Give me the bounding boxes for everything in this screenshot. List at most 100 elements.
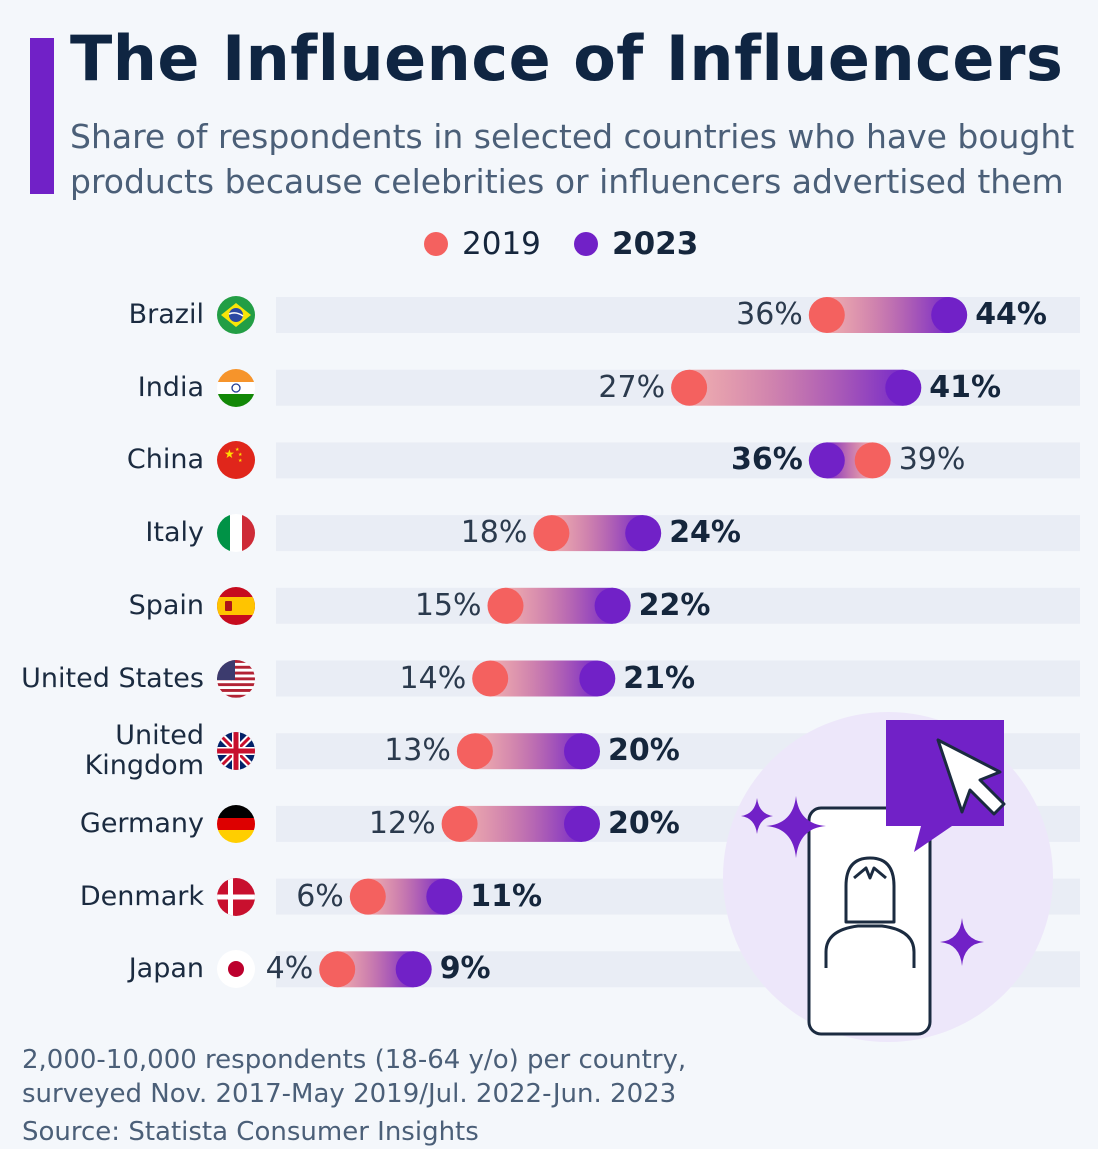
value-label-2023-united-kingdom: 20%: [608, 733, 680, 769]
source-note: Source: Statista Consumer Insights: [22, 1117, 479, 1147]
dot-2023-italy: [625, 515, 662, 552]
category-label-japan: Japan: [129, 954, 204, 984]
category-label-line: United: [115, 720, 204, 752]
person-icon: [824, 856, 916, 968]
value-label-2023-germany: 20%: [608, 805, 680, 841]
track-united-states: [276, 660, 1080, 697]
japan-flag-icon: [217, 950, 255, 989]
category-label-line: Denmark: [79, 880, 204, 912]
value-label-2019-india: 27%: [598, 369, 666, 405]
dot-2023-denmark: [426, 878, 463, 915]
legend-dot-2023: [574, 232, 598, 256]
dot-2023-spain: [594, 587, 631, 624]
page-title: The Influence of Influencers: [70, 22, 1064, 95]
category-label-spain: Spain: [128, 589, 204, 621]
dot-2023-china: [808, 442, 845, 479]
denmark-flag-icon: [217, 877, 255, 916]
germany-flag-icon: [217, 804, 255, 843]
category-label-line: China: [126, 444, 204, 476]
dot-2019-india: [671, 369, 708, 406]
track-spain: [276, 587, 1080, 624]
value-label-2023-china: 36%: [731, 442, 803, 478]
china-flag-icon: ★ ★ ★ ★: [217, 441, 255, 480]
value-label-2019-japan: 4%: [265, 951, 314, 987]
dot-2019-spain: [487, 587, 524, 624]
value-label-2019-germany: 12%: [368, 805, 436, 841]
cursor-icon: [936, 738, 1006, 816]
spain-flag-icon: [217, 586, 255, 625]
value-label-2023-united-states: 21%: [623, 660, 696, 696]
dot-2019-united-kingdom: [456, 733, 493, 770]
dot-2019-japan: [319, 951, 356, 988]
category-label-line: United States: [21, 662, 204, 694]
dot-2019-brazil: [808, 297, 845, 333]
value-label-2023-india: 41%: [929, 369, 1002, 405]
legend-dot-2019: [424, 232, 448, 256]
dot-2019-denmark: [349, 878, 386, 915]
category-label-line: Spain: [128, 589, 204, 621]
dot-2019-united-states: [472, 660, 509, 697]
legend-item-2023: 2023: [574, 226, 698, 262]
legend-label-2019: 2019: [462, 226, 541, 262]
category-label-line: Italy: [145, 517, 204, 549]
category-label-line: Brazil: [128, 299, 204, 330]
value-label-2023-brazil: 44%: [975, 297, 1047, 332]
dot-2023-united-states: [579, 660, 616, 697]
category-label-germany: Germany: [79, 807, 204, 839]
value-label-2019-china: 39%: [898, 442, 966, 478]
dot-2019-italy: [533, 515, 570, 552]
category-label-line: Japan: [128, 953, 204, 985]
legend: 2019 2023: [0, 226, 1098, 266]
marks-layer: [319, 297, 968, 988]
dot-2023-india: [885, 369, 922, 406]
value-label-2019-italy: 18%: [460, 515, 528, 551]
category-label-brazil: Brazil: [129, 300, 204, 330]
svg-text:★: ★: [238, 458, 243, 464]
survey-note: 2,000-10,000 respondents (18-64 y/o) per…: [22, 1045, 687, 1109]
dot-2023-united-kingdom: [564, 733, 600, 770]
track-italy: [276, 515, 1080, 552]
sparkle-small-icon: [741, 798, 773, 834]
category-label-denmark: Denmark: [79, 880, 204, 912]
category-label-united-kingdom: United Kingdom: [85, 721, 204, 781]
category-label-line: Kingdom: [84, 750, 204, 782]
india-flag-icon: [217, 368, 255, 407]
dot-2023-brazil: [931, 297, 968, 333]
influencer-phone-illustration: [723, 712, 1053, 1042]
value-label-2023-spain: 22%: [638, 587, 711, 623]
category-label-italy: Italy: [145, 518, 204, 548]
uk-flag-icon: [217, 732, 255, 771]
value-label-2019-united-kingdom: 13%: [384, 733, 451, 769]
italy-flag-icon: [217, 514, 255, 553]
speech-bubble-icon: [886, 720, 1004, 852]
svg-text:★: ★: [238, 452, 243, 458]
svg-text:★: ★: [235, 447, 240, 453]
legend-label-2023: 2023: [612, 226, 699, 262]
us-flag-icon: [217, 659, 255, 698]
dot-2023-japan: [395, 951, 432, 988]
title-accent-bar: [30, 38, 54, 194]
value-label-2019-brazil: 36%: [736, 297, 803, 332]
legend-item-2019: 2019: [424, 226, 541, 262]
connector-india: [689, 369, 904, 406]
track-china: [276, 442, 1080, 479]
category-label-line: Germany: [79, 807, 204, 839]
sparkle-icon: [766, 796, 826, 858]
dot-2019-germany: [441, 805, 478, 842]
connector-germany: [459, 805, 582, 842]
value-label-2019-denmark: 6%: [296, 878, 344, 914]
svg-text:★: ★: [224, 447, 235, 461]
value-label-2023-italy: 24%: [669, 515, 741, 551]
brazil-flag-icon: [217, 296, 255, 334]
category-label-india: India: [137, 371, 204, 403]
category-label-china: China: [127, 445, 204, 475]
sparkle-icon: [940, 918, 984, 966]
value-label-2023-japan: 9%: [439, 951, 491, 987]
category-label-united-states: United States: [21, 662, 204, 694]
category-label-line: India: [137, 371, 204, 403]
value-label-2019-united-states: 14%: [399, 660, 467, 696]
connector-brazil: [826, 297, 950, 333]
value-label-2023-denmark: 11%: [470, 878, 543, 914]
dot-2023-germany: [564, 805, 600, 842]
